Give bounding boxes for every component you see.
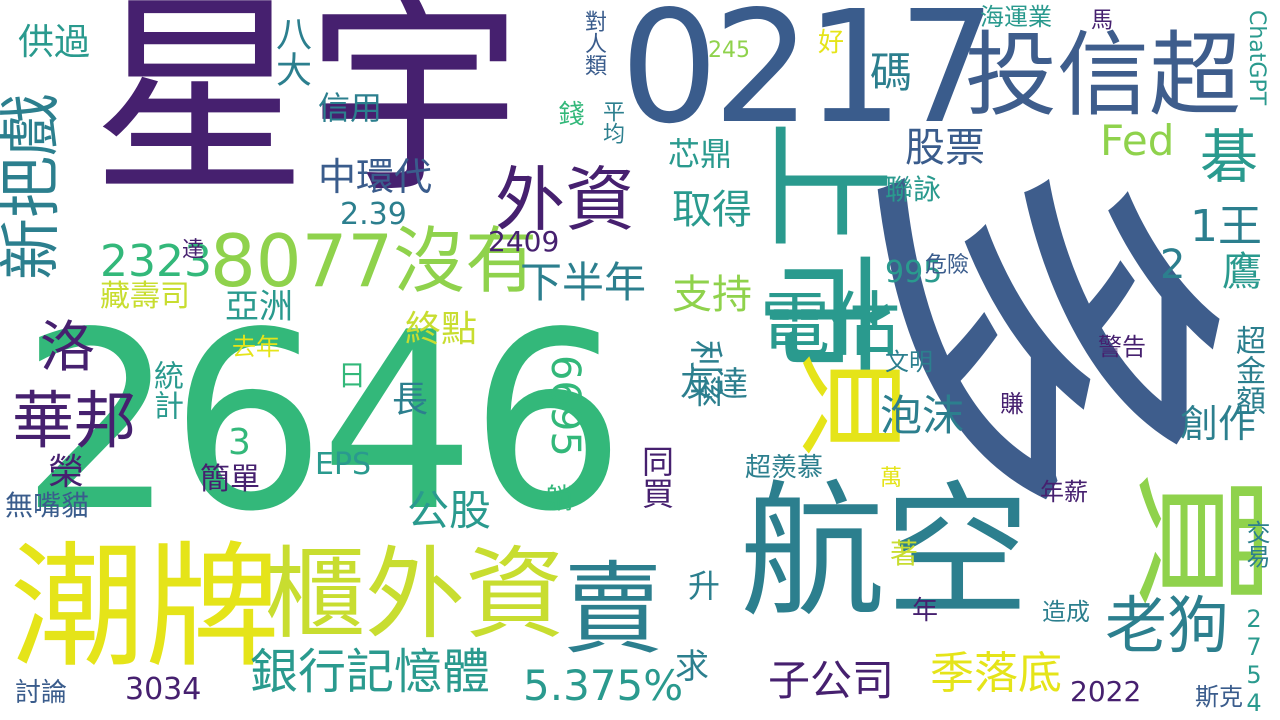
word: 去年: [232, 333, 280, 361]
word: 3: [228, 422, 251, 463]
word: 八大: [270, 15, 311, 87]
word: 8077沒有: [210, 219, 538, 303]
word: 外資: [495, 159, 635, 241]
word: 245: [708, 38, 750, 63]
word: 2754: [1240, 605, 1268, 717]
word: 鷹: [1215, 250, 1261, 290]
word: 躺: [545, 482, 574, 515]
word: 海運業: [980, 3, 1052, 31]
word: 討論: [15, 678, 68, 708]
word: 求: [675, 647, 709, 687]
word: 交易: [1242, 520, 1270, 568]
word: 泡沫: [880, 391, 965, 440]
word: 著: [890, 537, 919, 570]
word: 文明: [885, 348, 933, 376]
word: 取得: [672, 187, 752, 233]
word: 簡單: [200, 462, 260, 497]
word: 潮牌: [10, 529, 280, 686]
word: 馬: [1087, 8, 1112, 30]
word: 平均: [599, 100, 624, 144]
word: 終點: [405, 309, 478, 350]
word: 供過: [18, 22, 91, 63]
word: Fed: [1100, 116, 1175, 165]
word: 年薪: [1040, 478, 1088, 506]
word: 老狗: [1105, 589, 1230, 662]
word: 股票: [905, 125, 985, 171]
word: 藏壽司: [100, 279, 190, 314]
word: 子公司: [768, 656, 895, 705]
word: 0217: [620, 0, 996, 158]
word: 2409: [488, 225, 560, 258]
word: 995: [885, 255, 943, 290]
word: 造成: [1042, 598, 1090, 626]
word: 3034: [125, 672, 202, 707]
word: 斯克: [1195, 683, 1243, 711]
word: 好: [818, 28, 845, 58]
word: 錢: [554, 100, 584, 126]
word: 賺: [1000, 390, 1024, 418]
word: 投信超: [965, 22, 1242, 129]
word: 聯詠: [885, 173, 942, 206]
word: 6695: [542, 355, 588, 457]
word: 創作: [1180, 402, 1257, 446]
word: 支持: [672, 272, 752, 318]
word: 信用: [318, 89, 383, 127]
word: 榮: [48, 452, 85, 493]
word: 航空: [740, 468, 1030, 637]
word: 達: [182, 238, 205, 263]
word: 中環代: [318, 155, 433, 199]
word: 2: [1160, 242, 1186, 288]
word: 碼: [870, 48, 913, 97]
word: 櫃外資: [265, 536, 565, 653]
word: 友達: [680, 365, 748, 405]
word: 無嘴貓: [5, 489, 90, 522]
word: 2022: [1070, 675, 1142, 708]
word: 警告: [1098, 333, 1146, 361]
word: EPS: [315, 447, 372, 482]
word: 亞洲: [225, 287, 293, 327]
word: 2323: [100, 236, 212, 287]
word: 5.375%: [523, 661, 684, 710]
word: 賣: [563, 551, 663, 668]
word: 統計: [148, 360, 183, 420]
word: 電估: [760, 284, 900, 366]
word: ChatGPT: [1244, 10, 1269, 106]
word: 銀行記憶體: [250, 644, 491, 700]
word: 對人類: [581, 10, 606, 76]
word: 2646: [20, 280, 626, 565]
word: 同買: [637, 445, 675, 509]
word: 超羨慕: [745, 453, 824, 483]
word: 超金額: [1230, 325, 1265, 415]
word: 2.39: [340, 197, 407, 232]
word: 下半年: [520, 258, 647, 307]
word: 華邦: [12, 384, 137, 457]
word: 萬: [880, 466, 903, 491]
word: 季落底: [930, 648, 1062, 699]
word: 洛: [40, 315, 96, 379]
word: 1王: [1190, 201, 1262, 252]
word: 升: [688, 567, 721, 605]
word: 日: [338, 359, 367, 392]
word: 碁: [1200, 123, 1259, 191]
word: 年: [912, 596, 939, 626]
word: 新把戲: [0, 93, 67, 280]
word: 星宇: [92, 0, 522, 223]
word: 長: [386, 380, 427, 416]
word: 公股: [407, 486, 492, 535]
word: 危險: [925, 253, 970, 278]
word: 芯鼎: [668, 135, 733, 173]
